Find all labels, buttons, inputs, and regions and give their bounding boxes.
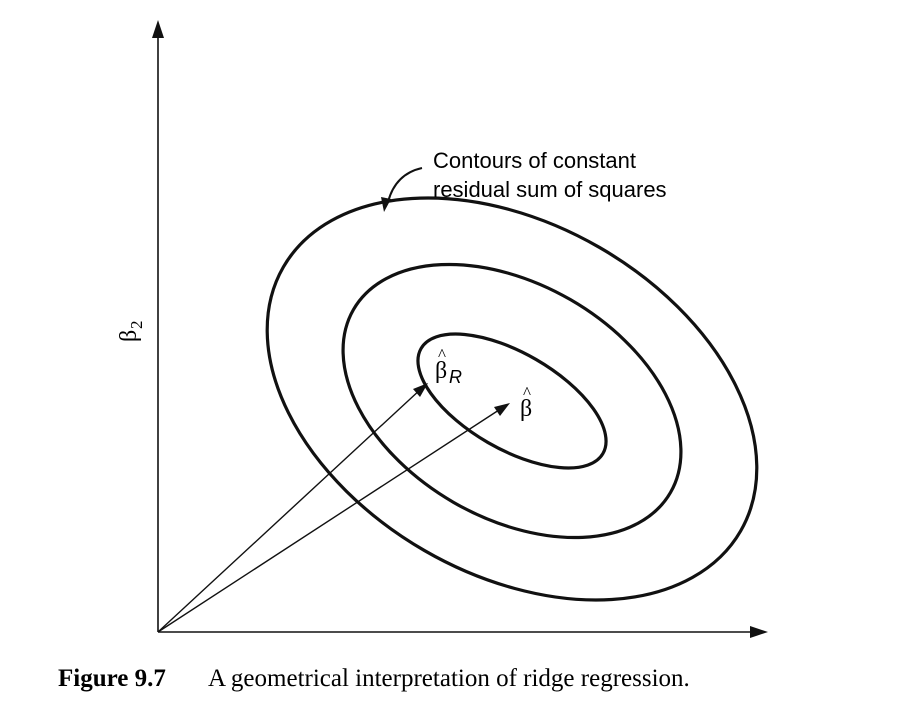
x-axis-arrowhead — [750, 626, 768, 638]
callout-line-2: residual sum of squares — [433, 177, 667, 202]
beta-r-subscript: R — [449, 367, 462, 387]
outer-contour — [265, 196, 759, 602]
callout-leader-line — [387, 167, 423, 203]
beta-r-symbol: β — [435, 358, 447, 384]
vectors — [157, 383, 510, 633]
y-axis-label-subscript: 2 — [127, 321, 146, 330]
beta-symbol: β — [520, 396, 532, 422]
beta-label: ^ β — [520, 383, 532, 422]
axes — [152, 20, 768, 638]
figure-number: Figure 9.7 — [58, 665, 166, 692]
y-axis-label: β 2 — [116, 321, 146, 343]
figure-caption: Figure 9.7 A geometrical interpretation … — [58, 665, 690, 692]
inner-contour — [416, 332, 608, 470]
y-axis-arrowhead — [152, 20, 164, 38]
beta-hat: ^ — [523, 383, 531, 402]
contours — [265, 196, 759, 602]
beta-r-label: ^ β R — [435, 345, 462, 387]
callout-leader-arrowhead — [381, 197, 391, 212]
beta-r-vector — [157, 387, 423, 633]
y-axis-label-beta: β — [116, 330, 142, 342]
callout: Contours of constant residual sum of squ… — [381, 148, 667, 212]
figure-caption-text: A geometrical interpretation of ridge re… — [208, 665, 690, 692]
beta-arrowhead — [494, 403, 510, 416]
beta-r-arrowhead — [413, 383, 428, 397]
beta-r-hat: ^ — [438, 345, 446, 364]
callout-line-1: Contours of constant — [433, 148, 636, 173]
beta-vector — [157, 407, 503, 633]
middle-contour — [341, 262, 683, 540]
